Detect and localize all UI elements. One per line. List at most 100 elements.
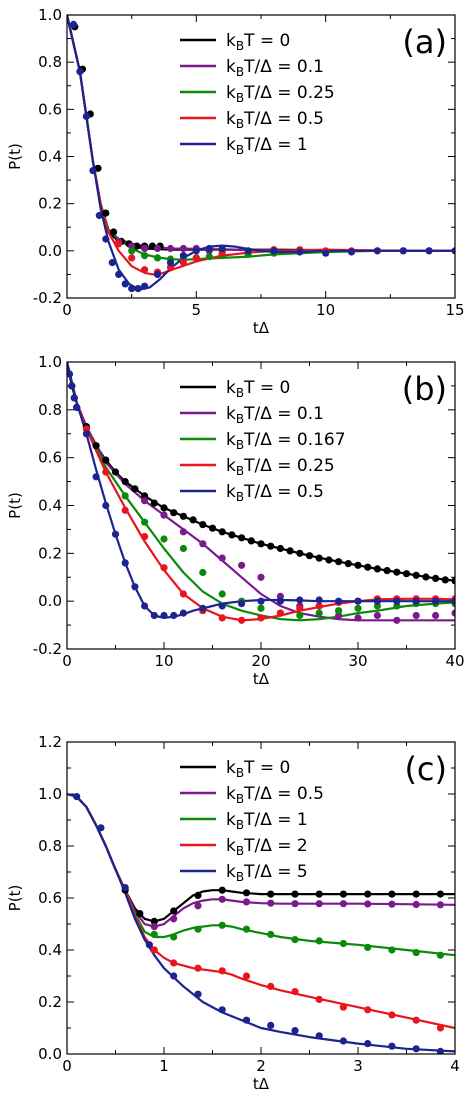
series-point-5: [257, 597, 265, 605]
series-point-1: [291, 890, 299, 898]
series-point-5: [393, 597, 401, 605]
series-point-5: [166, 259, 175, 267]
series-point-5: [270, 247, 278, 255]
series-point-5: [92, 473, 100, 481]
chart-panel-3: 0 1 2 3 4 0.0 0.2 0.4 0.6 0.8 1.0 1.2 tΔ P(t) (c) kBT =…: [6, 733, 460, 1093]
plot-frame: [66, 14, 456, 299]
series-point-5: [388, 1042, 396, 1050]
series-point-5: [244, 247, 252, 255]
series-point-1: [267, 890, 275, 898]
series-point-3: [194, 925, 202, 933]
series-point-1: [436, 890, 444, 898]
panel-tag: (b): [402, 370, 447, 408]
series-point-1: [364, 563, 372, 571]
series-point-4: [102, 468, 110, 476]
series-point-5: [153, 270, 162, 278]
x-tick-label: 0: [62, 652, 72, 670]
series-point-4: [238, 616, 246, 624]
series-point-4: [242, 972, 251, 980]
series-point-2: [141, 244, 149, 253]
series-point-5: [82, 430, 90, 438]
legend-label-2: kBT/Δ = 0.5: [226, 784, 324, 806]
plot-area: [67, 792, 455, 1054]
series-point-1: [194, 891, 202, 900]
series-point-5: [315, 596, 323, 604]
x-tick-label: 40: [445, 652, 464, 670]
series-point-1: [344, 560, 352, 568]
series-point-5: [412, 1045, 420, 1053]
series-point-5: [192, 247, 200, 255]
series-point-3: [291, 936, 299, 944]
series-point-5: [67, 370, 73, 378]
series-point-1: [412, 571, 420, 579]
series-point-4: [315, 602, 323, 610]
series-point-1: [133, 242, 141, 250]
series-point-4: [315, 995, 323, 1004]
series-point-3: [242, 925, 251, 933]
plot-area: [67, 362, 455, 624]
series-point-3: [199, 568, 207, 577]
series-point-5: [218, 602, 226, 610]
y-axis-label: P(t): [6, 143, 24, 170]
y-tick-label: 0.2: [38, 544, 62, 562]
series-point-1: [189, 516, 197, 524]
series-point-4: [121, 506, 129, 514]
series-point-5: [145, 941, 153, 949]
series-point-4: [276, 609, 284, 617]
y-tick-label: 0.4: [38, 941, 62, 959]
panel-tag: (c): [404, 750, 447, 788]
series-point-4: [179, 259, 187, 267]
legend-label-2: kBT/Δ = 0.1: [226, 404, 324, 426]
series-point-4: [160, 564, 168, 572]
series-point-4: [291, 988, 299, 996]
plot-frame: [66, 361, 456, 650]
series-point-2: [412, 611, 420, 620]
series-point-1: [402, 570, 411, 578]
series-point-4: [192, 254, 200, 262]
series-point-1: [432, 574, 440, 583]
series-point-4: [115, 240, 123, 248]
series-point-2: [436, 901, 444, 909]
series-point-5: [102, 501, 110, 510]
series-point-1: [150, 499, 158, 507]
series-point-5: [102, 235, 110, 243]
series-point-3: [257, 604, 265, 612]
y-tick-label: 0.0: [38, 242, 62, 260]
series-point-5: [82, 112, 90, 120]
series-point-3: [436, 951, 444, 959]
series-point-4: [364, 1006, 372, 1014]
plot-area: [67, 15, 455, 293]
series-point-5: [194, 990, 202, 998]
series-point-5: [95, 211, 103, 220]
x-tick-label: 10: [154, 652, 173, 670]
y-tick-label: 1.0: [38, 785, 62, 803]
series-point-1: [335, 558, 343, 566]
series-point-3: [388, 946, 396, 954]
series-point-4: [339, 1003, 347, 1011]
series-point-2: [141, 497, 149, 505]
series-point-4: [218, 614, 226, 622]
series-point-1: [339, 890, 347, 898]
series-point-5: [291, 1027, 299, 1035]
series-point-1: [354, 561, 362, 569]
series-point-2: [218, 895, 226, 903]
series-point-5: [412, 597, 420, 605]
series-point-5: [111, 530, 120, 538]
series-point-5: [276, 597, 284, 605]
series-point-5: [141, 602, 149, 610]
series-point-5: [179, 609, 187, 617]
x-axis-label: tΔ: [253, 670, 270, 688]
series-point-1: [238, 534, 246, 542]
series-point-1: [208, 524, 217, 532]
series-point-5: [121, 280, 129, 288]
legend-label-5: kBT/Δ = 1: [226, 135, 308, 157]
series-point-1: [228, 531, 236, 539]
y-tick-label: -0.2: [33, 640, 62, 658]
series-point-4: [141, 533, 149, 541]
series-point-2: [364, 900, 372, 908]
series-point-5: [373, 597, 381, 605]
series-point-5: [199, 604, 207, 612]
series-point-5: [296, 248, 304, 256]
series-point-1: [315, 554, 323, 562]
series-point-5: [432, 597, 440, 605]
